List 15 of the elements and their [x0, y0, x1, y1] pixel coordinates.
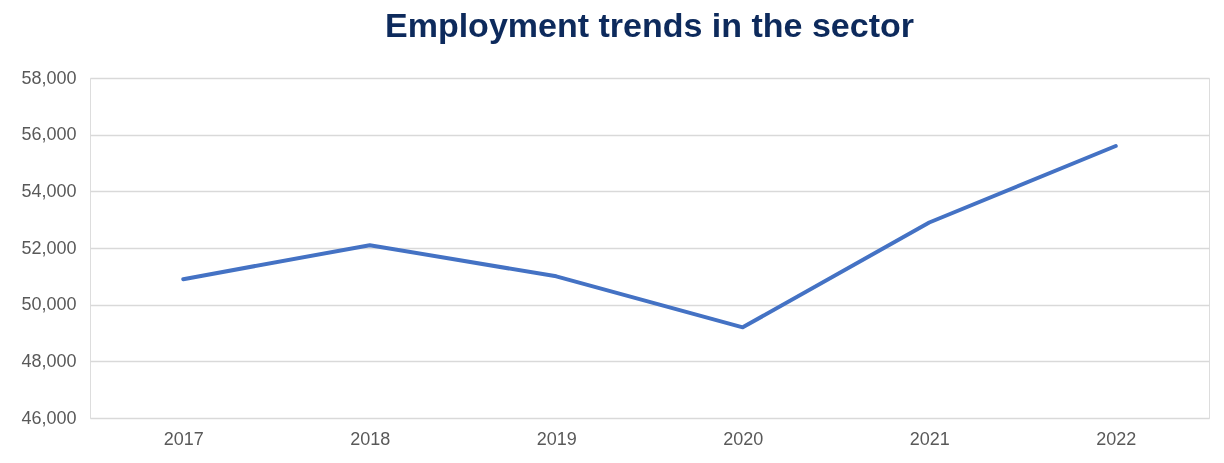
chart-title: Employment trends in the sector: [385, 6, 914, 44]
y-tick-label: 46,000: [21, 407, 77, 428]
y-tick-label: 48,000: [21, 350, 77, 371]
x-tick-label: 2020: [723, 428, 764, 449]
line-series: [181, 144, 1118, 330]
y-tick-label: 58,000: [21, 67, 77, 88]
x-tick-label: 2018: [350, 428, 391, 449]
x-tick-label: 2021: [909, 428, 950, 449]
x-tick-label: 2019: [536, 428, 577, 449]
y-tick-label: 52,000: [21, 237, 77, 258]
x-tick-label: 2017: [163, 428, 204, 449]
y-tick-label: 56,000: [21, 124, 77, 145]
x-tick-label: 2022: [1096, 428, 1137, 449]
y-tick-label: 50,000: [21, 294, 77, 315]
y-tick-label: 54,000: [21, 180, 77, 201]
